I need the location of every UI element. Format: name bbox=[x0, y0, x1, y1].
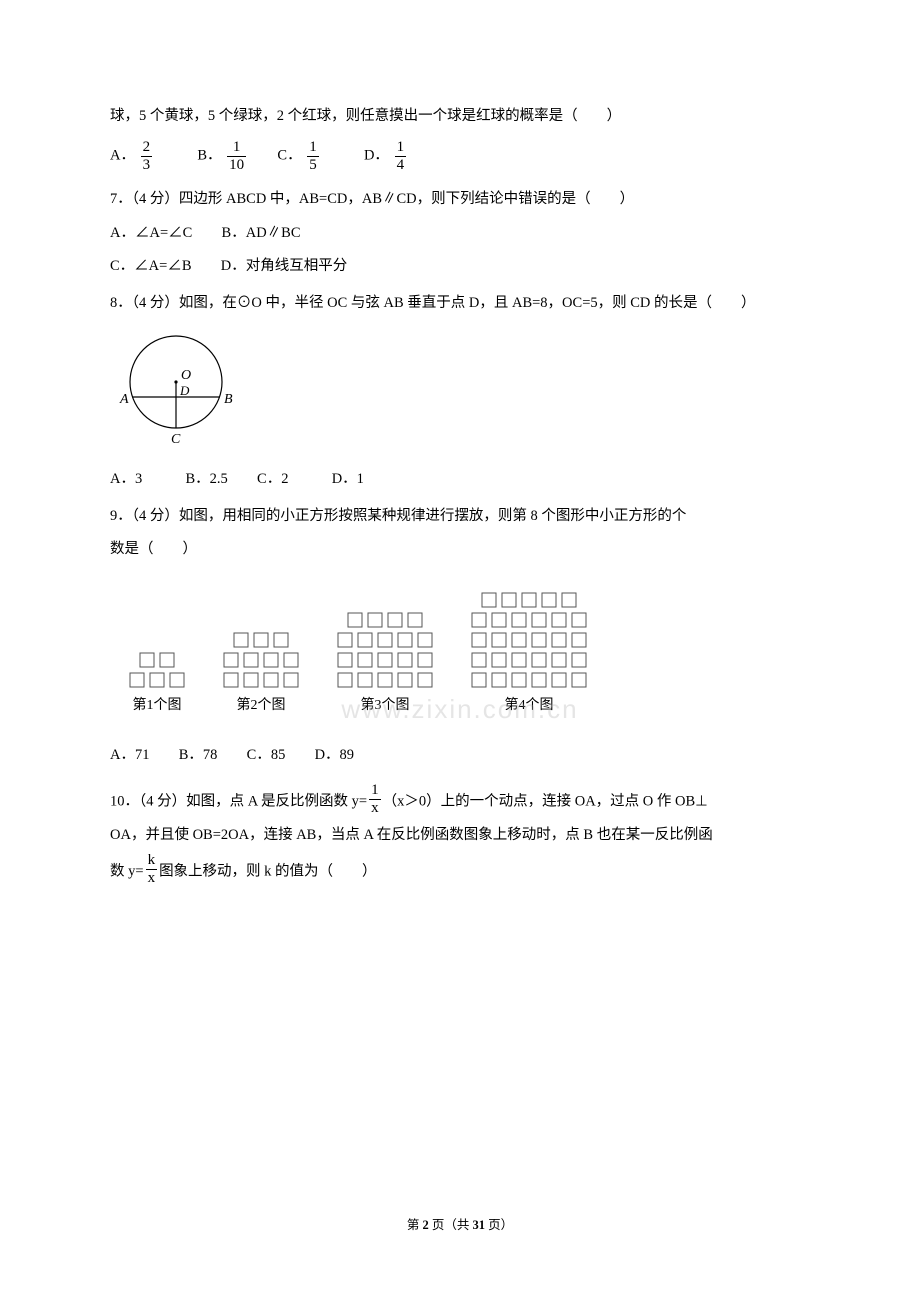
q8-figure: O D A B C bbox=[106, 327, 256, 457]
q9-options: A．71 B．78 C．85 D．89 bbox=[110, 739, 810, 772]
q10-line3a: 数 y= bbox=[110, 864, 144, 880]
q10-frac1: 1 x bbox=[367, 782, 383, 816]
svg-text:第4个图: 第4个图 bbox=[505, 696, 554, 713]
q6-optD-label: D． bbox=[364, 148, 389, 164]
q8-optA: A．3 bbox=[110, 471, 142, 487]
q6-optD-frac: 1 4 bbox=[393, 139, 409, 173]
q8-optC: C．2 bbox=[257, 471, 288, 487]
svg-text:第1个图: 第1个图 bbox=[133, 696, 182, 713]
q6-optC-label: C． bbox=[277, 148, 301, 164]
q10-frac2: k x bbox=[144, 852, 160, 886]
q8-optB: B．2.5 bbox=[185, 471, 227, 487]
svg-text:O: O bbox=[181, 368, 191, 383]
q9-optA: A．71 bbox=[110, 747, 149, 763]
q8-stem: 8．（4 分）如图，在⊙O 中，半径 OC 与弦 AB 垂直于点 D，且 AB=… bbox=[110, 287, 810, 320]
svg-text:C: C bbox=[171, 432, 181, 447]
svg-text:第3个图: 第3个图 bbox=[361, 696, 410, 713]
q7-optB: B．AD∥BC bbox=[222, 225, 301, 241]
q7-optC: C．∠A=∠B bbox=[110, 258, 192, 274]
q10-part2: （x＞0）上的一个动点，连接 OA，过点 O 作 OB⊥ bbox=[383, 794, 708, 810]
q9-figure: 第1个图 第2个图 第3个图 第4个图 bbox=[120, 577, 800, 727]
q10-line3: 数 y= k x 图象上移动，则 k 的值为（ ） bbox=[110, 852, 810, 889]
q10-part1: 10．（4 分）如图，点 A 是反比例函数 y= bbox=[110, 794, 367, 810]
q10-line3b: 图象上移动，则 k 的值为（ ） bbox=[159, 864, 377, 880]
q9-optC: C．85 bbox=[247, 747, 286, 763]
q10-line2: OA，并且使 OB=2OA，连接 AB，当点 A 在反比例函数图象上移动时，点 … bbox=[110, 819, 810, 852]
page: www.zixin.com.cn 球，5 个黄球，5 个绿球，2 个红球，则任意… bbox=[0, 0, 920, 1302]
q7-optA: A．∠A=∠C bbox=[110, 225, 192, 241]
q6-optA-frac: 2 3 bbox=[139, 139, 155, 173]
q7-optD: D．对角线互相平分 bbox=[221, 258, 347, 274]
q6-optC-frac: 1 5 bbox=[305, 139, 321, 173]
svg-text:A: A bbox=[119, 392, 129, 407]
svg-text:B: B bbox=[224, 392, 233, 407]
q9-optD: D．89 bbox=[315, 747, 354, 763]
q7-stem: 7．（4 分）四边形 ABCD 中，AB=CD，AB∥CD，则下列结论中错误的是… bbox=[110, 183, 810, 216]
q7-row2: C．∠A=∠B D．对角线互相平分 bbox=[110, 250, 810, 283]
q9-stem2: 数是（ ） bbox=[110, 533, 810, 566]
q8-optD: D．1 bbox=[332, 471, 364, 487]
q7-row1: A．∠A=∠C B．AD∥BC bbox=[110, 217, 810, 250]
q6-options: A． 2 3 B． 1 10 C． 1 5 D． 1 4 bbox=[110, 139, 810, 173]
q6-stem: 球，5 个黄球，5 个绿球，2 个红球，则任意摸出一个球是红球的概率是（ ） bbox=[110, 100, 810, 133]
page-footer: 第 2 页（共 31 页） bbox=[0, 1211, 920, 1240]
q8-options: A．3 B．2.5 C．2 D．1 bbox=[110, 463, 810, 496]
q9-stem1: 9．（4 分）如图，用相同的小正方形按照某种规律进行摆放，则第 8 个图形中小正… bbox=[110, 500, 810, 533]
q6-optA-label: A． bbox=[110, 148, 135, 164]
q9-optB: B．78 bbox=[179, 747, 218, 763]
svg-text:D: D bbox=[179, 383, 190, 398]
q6-optB-label: B． bbox=[197, 148, 221, 164]
svg-text:第2个图: 第2个图 bbox=[237, 696, 286, 713]
q10-line1: 10．（4 分）如图，点 A 是反比例函数 y= 1 x （x＞0）上的一个动点… bbox=[110, 782, 810, 819]
q6-optB-frac: 1 10 bbox=[225, 139, 248, 173]
